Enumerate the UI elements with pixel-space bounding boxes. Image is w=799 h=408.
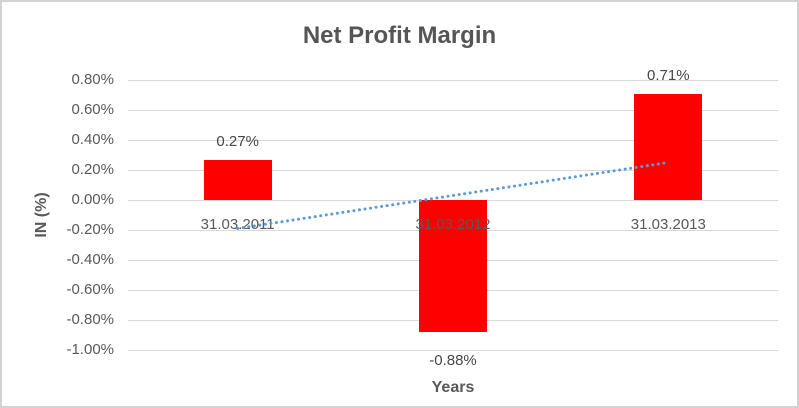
y-tick-label: 0.00% [71,191,114,208]
y-gridline [128,350,778,351]
y-tick-label: -0.40% [66,251,114,268]
category-label: 31.03.2011 [200,216,275,233]
y-gridline [128,140,778,141]
data-label: -0.88% [429,352,477,369]
chart-title: Net Profit Margin [302,22,497,49]
y-tick-label: 0.20% [71,161,114,178]
y-gridline [128,80,778,81]
y-tick-label: 0.80% [71,71,114,88]
data-label: 0.27% [216,132,259,150]
category-label: 31.03.2013 [630,216,706,233]
bar [634,93,703,200]
y-tick-label: 0.60% [71,101,114,118]
y-gridline [128,110,778,111]
category-label: 31.03.2012 [415,216,491,233]
data-label: 0.71% [647,66,690,84]
y-tick-label: 0.40% [71,131,114,148]
bar [203,159,272,200]
y-tick-label: -0.20% [66,221,114,238]
y-tick-label: -0.80% [66,311,114,328]
y-tick-label: -1.00% [66,341,114,358]
x-axis-title: Years [431,379,475,396]
y-tick-label: -0.60% [66,281,114,298]
